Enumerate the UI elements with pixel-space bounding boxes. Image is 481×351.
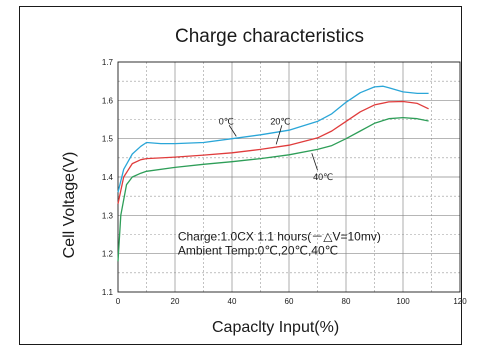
charge-condition-note: Charge:1.0CX 1.1 hours(－△V=10mv) xyxy=(178,229,381,243)
y-tick-label: 1.3 xyxy=(102,211,114,220)
x-tick-label: 40 xyxy=(228,297,237,306)
chart-frame xyxy=(19,6,462,345)
x-tick-label: 0 xyxy=(116,297,121,306)
series-label-20c: 20℃ xyxy=(270,116,290,126)
x-tick-label: 20 xyxy=(171,297,180,306)
y-tick-label: 1.1 xyxy=(102,288,114,297)
chart-title: Charge characteristics xyxy=(175,26,365,47)
y-tick-label: 1.7 xyxy=(102,58,114,67)
series-line-0 xyxy=(117,85,429,193)
x-tick-label: 80 xyxy=(342,297,351,306)
y-tick-label: 1.5 xyxy=(102,135,114,144)
x-tick-label: 100 xyxy=(396,297,410,306)
x-axis-label: Capaclty Input(%) xyxy=(212,319,340,336)
y-tick-label: 1.2 xyxy=(102,250,114,259)
series-label-leader-20c xyxy=(275,125,283,145)
y-tick-label: 1.6 xyxy=(102,96,114,105)
series-label-0c: 0℃ xyxy=(219,116,234,126)
series-label-leader-0c xyxy=(228,125,237,137)
series-line-1 xyxy=(117,100,429,204)
series-label-40c: 40℃ xyxy=(313,172,333,182)
series-label-leader-40c xyxy=(311,153,318,171)
x-tick-label: 60 xyxy=(285,297,294,306)
plot-border xyxy=(117,61,461,293)
ambient-temp-note: Ambient Temp:0℃,20℃,40℃ xyxy=(178,244,338,258)
series-line-2 xyxy=(117,116,429,262)
x-tick-label: 120 xyxy=(453,297,467,306)
y-tick-label: 1.4 xyxy=(102,173,114,182)
